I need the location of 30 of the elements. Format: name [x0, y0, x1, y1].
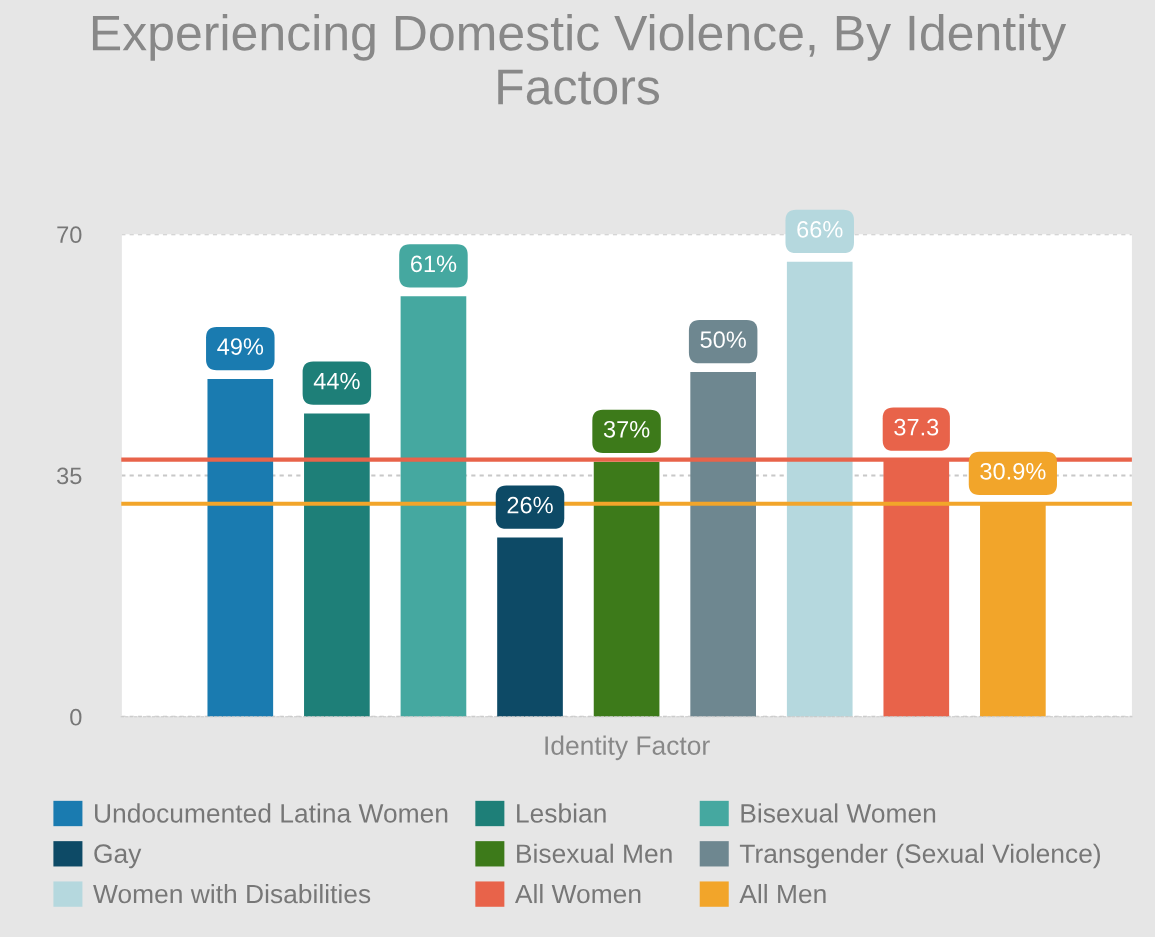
y-tick-label: 70: [57, 226, 82, 244]
legend-label: Gay: [94, 844, 142, 869]
legend-label: Women with Disabilities: [93, 883, 371, 904]
data-label: 61%: [411, 255, 457, 273]
data-label: 50%: [700, 331, 746, 349]
bar: [593, 461, 660, 717]
bar: [304, 413, 370, 717]
y-tick-label: 0: [70, 708, 82, 726]
bar: [497, 537, 563, 717]
data-label: 49%: [217, 338, 264, 355]
legend-label: Bisexual Men: [517, 843, 672, 864]
data-label: 66%: [797, 220, 843, 238]
data-label: 30.9%: [980, 462, 1046, 480]
bar: [690, 372, 756, 717]
data-label: 37%: [603, 420, 650, 438]
legend-label: Lesbian: [517, 803, 606, 823]
data-label: 26%: [507, 496, 553, 514]
legend-label: All Men: [739, 883, 826, 904]
y-tick-label: 35: [57, 467, 82, 485]
legend-label: All Women: [514, 883, 641, 904]
legend-label: Undocumented Latina Women: [95, 803, 448, 823]
chart-title: Experiencing Domestic Violence, By Identity Factors: [92, 14, 1067, 105]
bar: [207, 379, 274, 717]
bar: [786, 261, 853, 717]
data-label: 44%: [313, 372, 360, 390]
x-axis-title: Identity Factor: [545, 735, 710, 761]
legend-label: Transgender (Sexual Violence): [739, 843, 1100, 869]
legend-label: Bisexual Women: [741, 803, 936, 823]
data-label: 37.3: [894, 418, 939, 436]
bar: [400, 296, 467, 717]
